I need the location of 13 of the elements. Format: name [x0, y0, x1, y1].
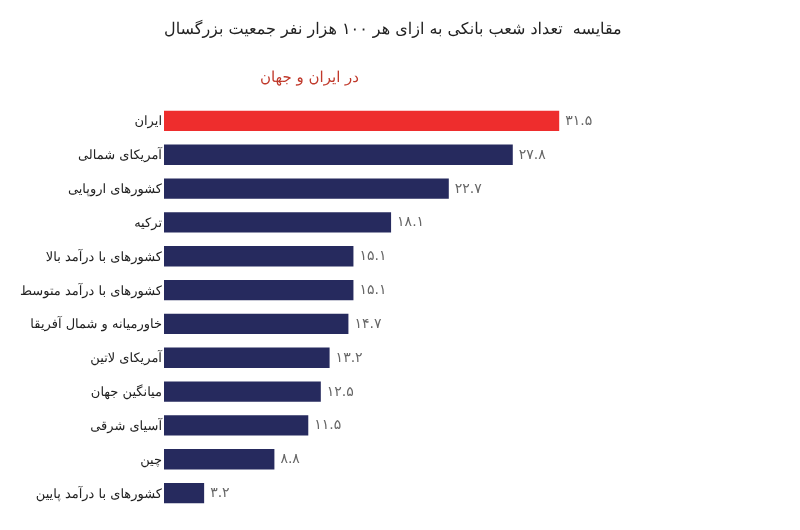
- bar: [164, 482, 205, 504]
- bar: [164, 144, 513, 165]
- bar: [164, 246, 354, 267]
- bar: [164, 347, 330, 368]
- bar: [164, 449, 275, 470]
- bar: [164, 313, 349, 335]
- bar: [164, 279, 354, 301]
- bar: [164, 415, 309, 436]
- bar: [164, 212, 392, 233]
- bar: [164, 110, 560, 132]
- bar: [164, 381, 321, 402]
- chart-title: مقایسه تعداد شعب بانکی به ازای هر ۱۰۰ هزار نفر جمعیت بزرگسال: [164, 18, 622, 38]
- bar: [164, 178, 449, 199]
